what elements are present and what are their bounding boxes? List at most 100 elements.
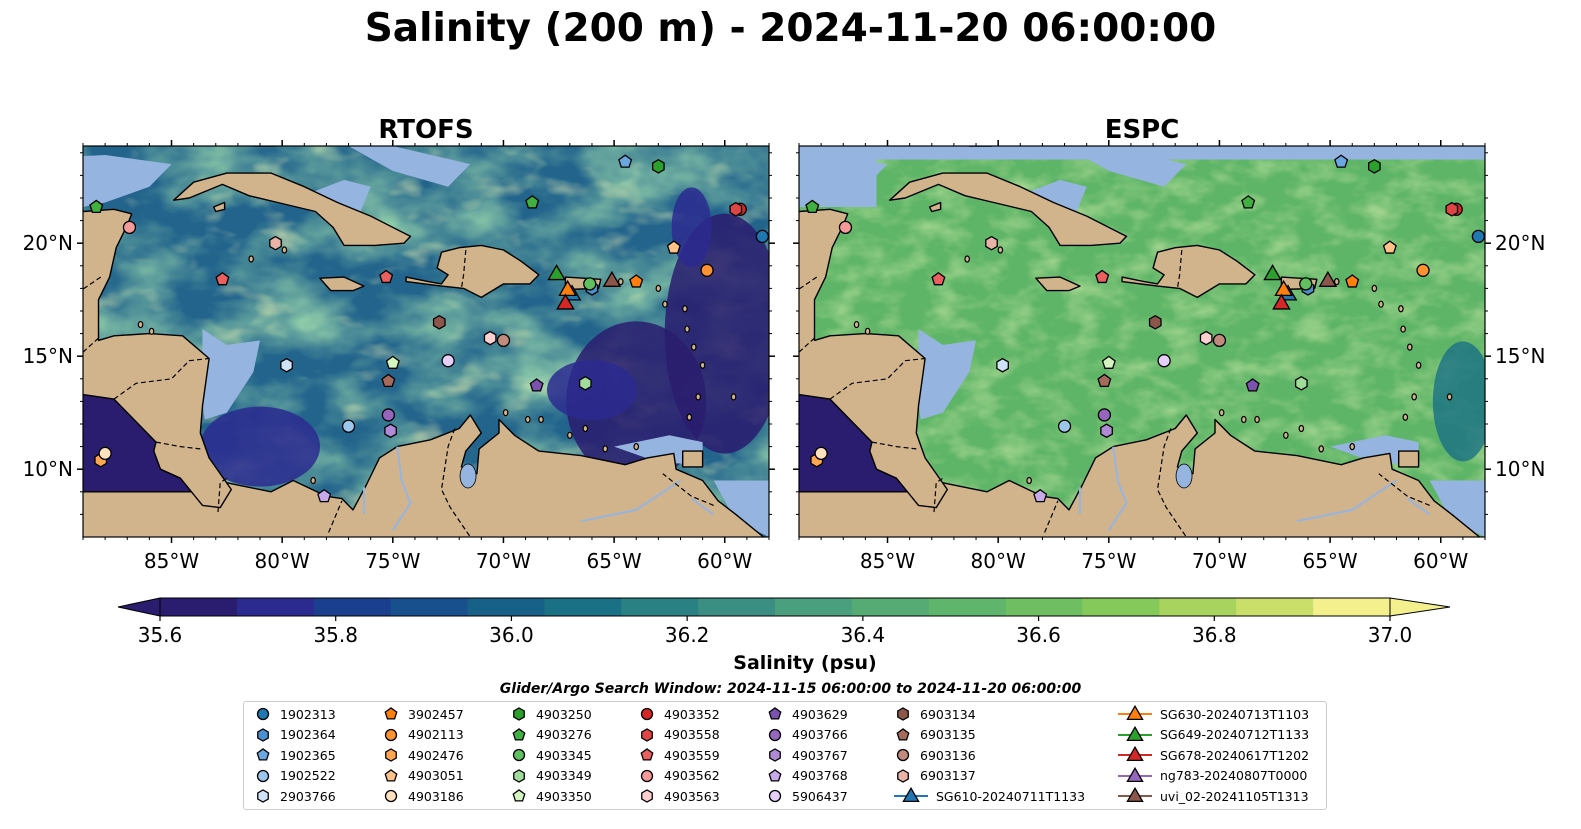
legend-entry: 4903766 xyxy=(766,725,848,745)
legend-marker xyxy=(640,707,654,721)
float-marker xyxy=(215,271,230,286)
y-tick-label: 20°N xyxy=(1495,231,1545,255)
small-island xyxy=(686,413,693,421)
small-island xyxy=(248,255,254,263)
legend-label: ng783-20240807T0000 xyxy=(1160,768,1308,783)
float-marker xyxy=(558,279,577,297)
colorbar-extend-high xyxy=(1389,597,1451,617)
float-marker xyxy=(838,220,853,235)
legend-entry: 4903345 xyxy=(510,745,592,765)
triangle-icon xyxy=(894,787,928,803)
small-island xyxy=(662,300,668,308)
float-marker xyxy=(629,274,644,288)
legend-marker xyxy=(896,748,910,762)
shelf-region xyxy=(308,179,371,214)
float-marker xyxy=(1318,270,1338,287)
legend-entry: 6903136 xyxy=(894,745,976,765)
small-island xyxy=(538,415,544,424)
colorbar: 35.6 35.8 36.0 36.2 36.4 36.6 36.8 37.0 Salinity… xyxy=(117,597,1451,674)
hexagon-icon xyxy=(641,789,653,803)
small-island xyxy=(502,409,509,417)
legend-marker xyxy=(384,789,398,803)
country-border xyxy=(113,357,210,400)
x-tick-label: 70°W xyxy=(476,549,531,573)
float-marker xyxy=(1148,314,1162,330)
x-tick-label: 80°W xyxy=(255,549,310,573)
pentagon-icon xyxy=(384,768,398,782)
legend-marker xyxy=(513,768,525,783)
river-line xyxy=(1107,446,1128,531)
legend-label: 6903135 xyxy=(920,727,976,742)
land-polygon xyxy=(1121,244,1256,299)
small-island xyxy=(567,431,573,439)
country-border xyxy=(933,477,944,513)
legend-label: SG678-20240617T1202 xyxy=(1160,747,1310,763)
search-window-label: Glider/Argo Search Window: 2024-11-15 06… xyxy=(499,681,1082,697)
colorbar-extend-low xyxy=(117,597,161,617)
legend-marker xyxy=(768,789,782,803)
small-island xyxy=(655,284,662,292)
float-marker xyxy=(729,201,743,217)
float-marker xyxy=(1199,330,1213,346)
colorbar-tick-label: 36.2 xyxy=(665,623,710,647)
legend-label: 4902113 xyxy=(408,727,464,742)
legend-entry: 4903276 xyxy=(510,725,592,745)
float-marker xyxy=(496,333,511,348)
small-island xyxy=(1026,476,1032,485)
x-tick-label: 85°W xyxy=(860,549,915,573)
land-polygon xyxy=(83,414,765,537)
circle-icon xyxy=(768,789,782,803)
legend: 1902313 1902364 1902365 1902522 2903766 39024… xyxy=(243,701,1327,810)
country-border xyxy=(829,357,926,400)
pentagon-icon xyxy=(384,707,398,720)
legend-entry: SG610-20240711T1133 xyxy=(894,786,1085,806)
float-marker xyxy=(755,229,769,244)
legend-marker xyxy=(1126,746,1144,762)
legend-entry: 4903352 xyxy=(638,704,720,724)
float-marker xyxy=(556,293,575,310)
float-marker xyxy=(805,199,820,214)
pentagon-icon xyxy=(896,727,910,741)
legend-label: 4903250 xyxy=(536,706,592,722)
legend-entry: SG630-20240713T1103 xyxy=(1118,704,1309,724)
float-marker xyxy=(1416,263,1430,277)
colorbar-bin xyxy=(1313,598,1391,616)
x-tick-label: 75°W xyxy=(365,549,420,573)
country-border xyxy=(440,428,471,537)
legend-label: 4903629 xyxy=(792,706,848,722)
float-marker xyxy=(1272,293,1291,310)
colorbar-tick-label: 37.0 xyxy=(1368,623,1413,647)
legend-entry: 4902113 xyxy=(382,725,464,745)
small-island xyxy=(730,393,737,401)
x-tick-label: 65°W xyxy=(586,549,641,573)
legend-label: SG649-20240712T1133 xyxy=(1160,727,1310,742)
legend-marker xyxy=(256,769,270,782)
legend-label: 4903352 xyxy=(664,706,720,722)
river-line xyxy=(391,446,412,531)
legend-marker xyxy=(902,787,920,803)
legend-label: 1902365 xyxy=(280,747,336,763)
colorbar-tick-label: 36.4 xyxy=(841,623,886,647)
legend-label: 4903559 xyxy=(664,747,720,763)
colorbar-tick-label: 36.6 xyxy=(1016,623,1061,647)
shelf-region xyxy=(713,480,769,537)
river-line xyxy=(580,479,682,523)
float-marker xyxy=(379,269,394,284)
colorbar-bin xyxy=(851,598,930,616)
legend-label: 4903562 xyxy=(664,768,720,783)
small-island xyxy=(1349,442,1356,451)
small-island xyxy=(1415,361,1422,369)
shelf-region xyxy=(83,155,172,207)
hexagon-icon xyxy=(641,727,653,742)
country-border xyxy=(1378,473,1430,506)
land-polygon xyxy=(212,201,226,213)
colorbar-bin xyxy=(928,598,1007,616)
legend-marker xyxy=(1126,787,1144,803)
legend-marker xyxy=(257,789,269,803)
colorbar-bin xyxy=(544,598,622,616)
small-island xyxy=(1378,300,1384,308)
country-border xyxy=(1044,500,1059,533)
map-panel-rtofs: RTOFS 85°W 80°W 75°W 70°W 65°W 60°W 20°N 15°N 10°… xyxy=(23,115,775,573)
float-marker xyxy=(1345,274,1360,288)
pentagon-icon xyxy=(640,748,654,761)
